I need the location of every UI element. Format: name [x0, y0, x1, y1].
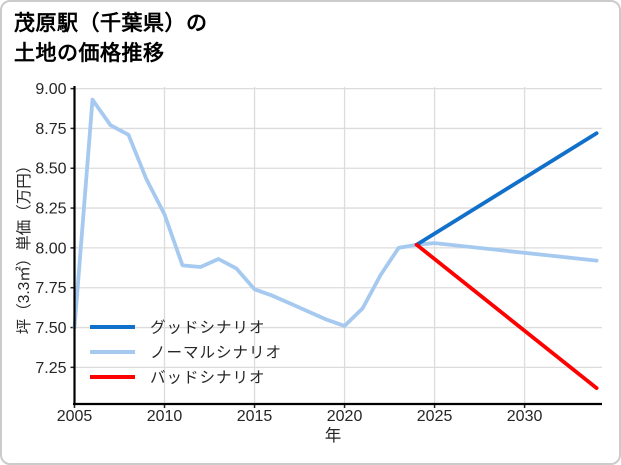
y-tick-label: 8.50 — [35, 161, 66, 178]
x-tick-label: 2030 — [507, 408, 543, 425]
y-tick-label: 7.75 — [35, 280, 66, 297]
y-tick-label: 8.00 — [35, 240, 66, 257]
x-axis-label: 年 — [324, 427, 342, 445]
legend-normal-scenario-label: ノーマルシナリオ — [150, 345, 282, 362]
x-tick-label: 2015 — [237, 408, 273, 425]
chart-title: 茂原駅（千葉県）の 土地の価格推移 — [14, 9, 208, 69]
x-tick-label: 2010 — [147, 408, 183, 425]
bad-scenario-line — [414, 242, 599, 391]
normal-scenario-line — [72, 97, 599, 330]
legend-bad-scenario-label: バッドシナリオ — [150, 370, 266, 387]
y-tick-label: 8.25 — [35, 201, 66, 218]
chart-title-line2: 土地の価格推移 — [14, 42, 165, 65]
y-tick-label: 7.25 — [35, 360, 66, 377]
y-tick-label: 7.50 — [35, 320, 66, 337]
y-tick-label: 8.75 — [35, 121, 66, 138]
y-tick-label: 9.00 — [35, 81, 66, 98]
x-tick-label: 2020 — [327, 408, 363, 425]
chart-title-line1: 茂原駅（千葉県）の — [14, 12, 208, 35]
x-tick-label: 2025 — [417, 408, 453, 425]
good-scenario-line — [414, 131, 599, 247]
x-tick-label: 2005 — [57, 408, 93, 425]
legend-good-scenario-label: グッドシナリオ — [150, 319, 266, 337]
